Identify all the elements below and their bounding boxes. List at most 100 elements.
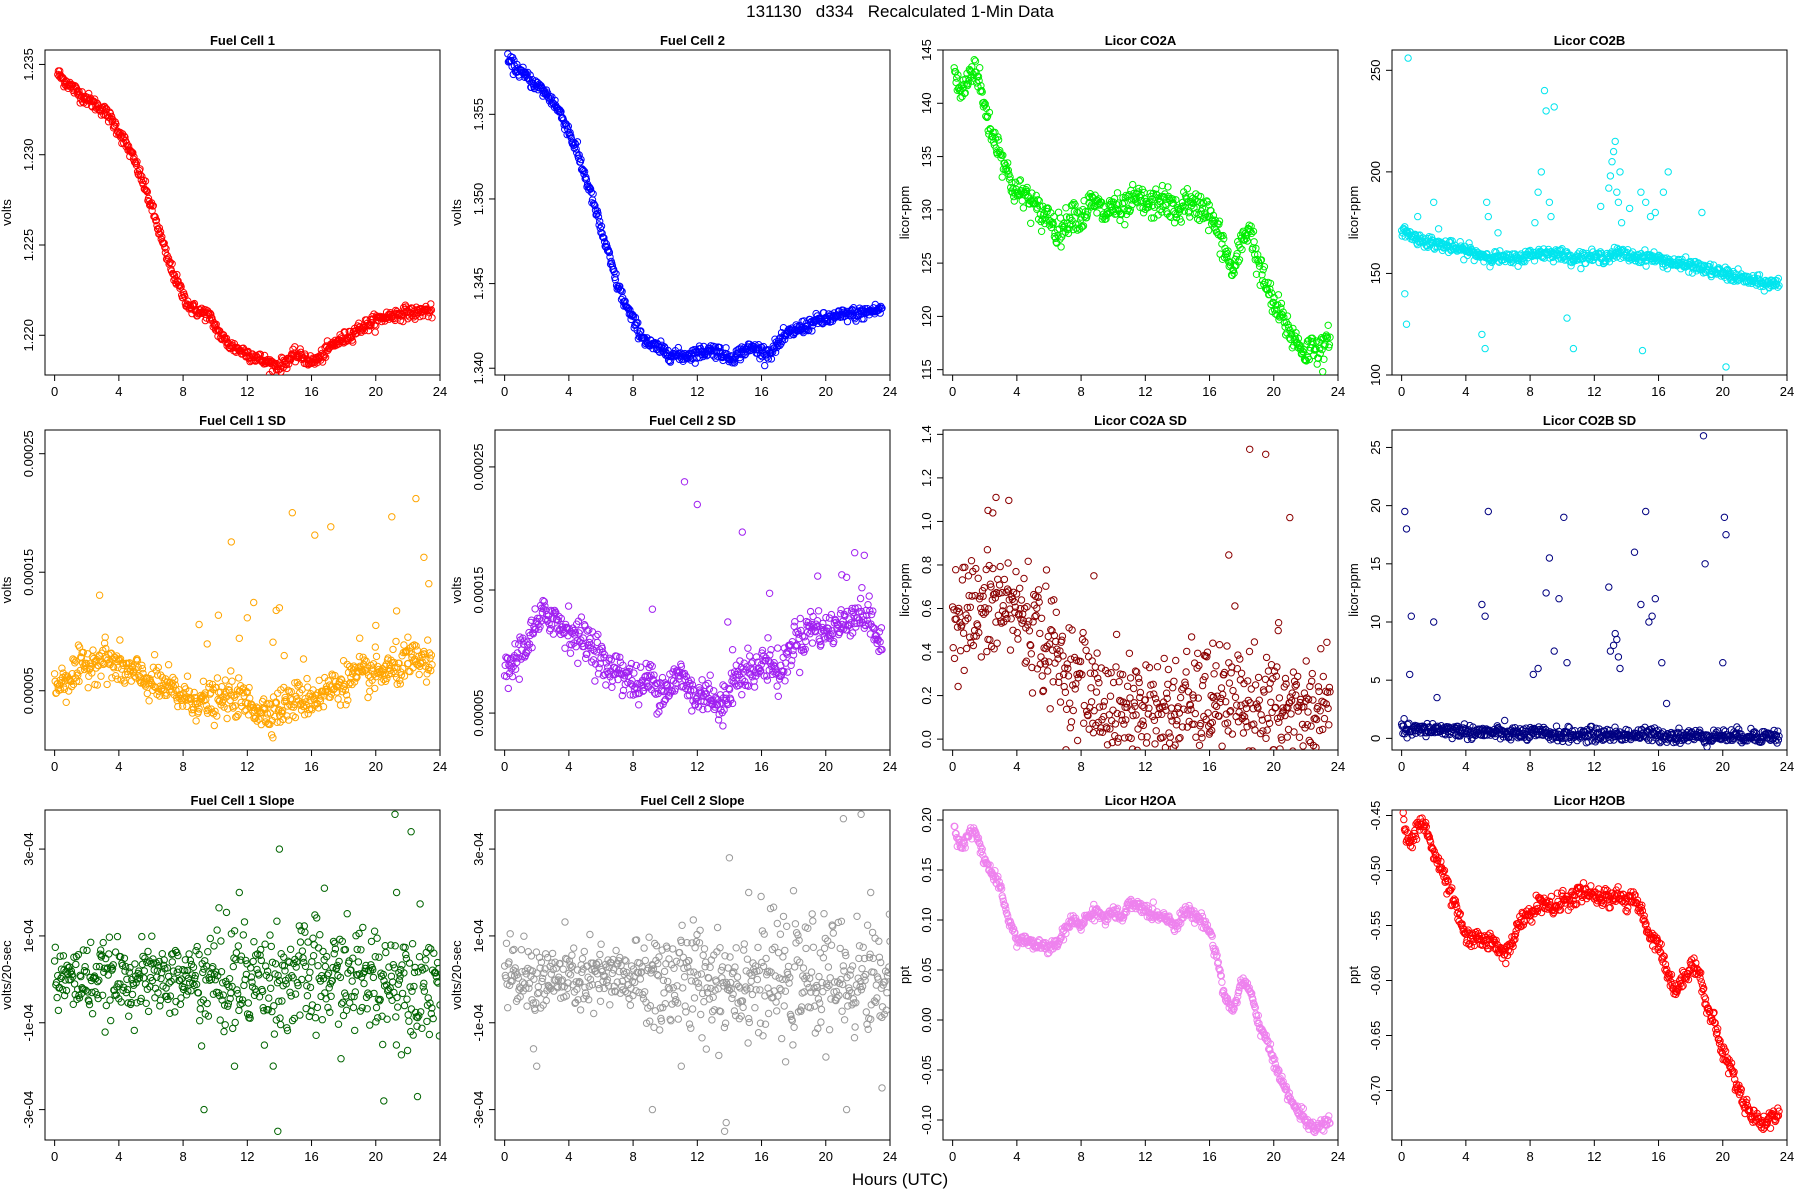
point <box>1207 207 1215 215</box>
point <box>1098 198 1106 207</box>
point <box>103 680 111 689</box>
point <box>1540 86 1549 95</box>
x-tick-label: 4 <box>115 759 122 774</box>
point <box>693 500 701 509</box>
point <box>128 148 136 157</box>
plot-frame <box>44 49 441 376</box>
point <box>194 707 203 716</box>
point <box>1266 679 1274 687</box>
point <box>1262 653 1271 662</box>
x-tick-label: 16 <box>1202 759 1216 774</box>
point <box>1155 197 1164 205</box>
point <box>952 566 960 574</box>
x-tick-label: 20 <box>1267 384 1281 399</box>
y-tick-label: 1.220 <box>21 319 36 352</box>
point <box>1605 184 1613 192</box>
point <box>987 642 996 651</box>
point <box>292 695 301 703</box>
point <box>1130 684 1138 693</box>
point <box>130 672 139 680</box>
point <box>1319 368 1327 375</box>
point <box>1115 678 1123 686</box>
point <box>743 681 751 689</box>
point <box>796 668 804 677</box>
point <box>1308 669 1317 678</box>
point <box>836 610 845 618</box>
point <box>1483 198 1491 207</box>
point <box>1070 199 1078 207</box>
point <box>515 640 523 648</box>
point <box>756 355 764 363</box>
point <box>243 614 252 622</box>
point <box>424 636 432 644</box>
point <box>324 677 332 685</box>
point <box>1289 668 1298 676</box>
point <box>1041 660 1050 668</box>
data-points <box>1397 432 1783 750</box>
point <box>1292 680 1301 689</box>
point <box>1262 450 1270 458</box>
point <box>362 657 370 665</box>
point <box>1078 223 1087 231</box>
point <box>235 634 244 642</box>
point <box>1098 728 1107 736</box>
x-tick-label: 20 <box>1267 759 1281 774</box>
point <box>1126 674 1135 682</box>
point <box>587 188 595 196</box>
point <box>608 683 616 691</box>
point <box>1107 669 1115 677</box>
point <box>625 304 633 313</box>
point <box>1223 250 1232 258</box>
point <box>104 656 112 664</box>
point <box>195 620 203 629</box>
point <box>371 684 379 693</box>
y-tick-label: 20 <box>1368 498 1383 512</box>
point <box>808 327 816 335</box>
point <box>305 705 314 714</box>
point <box>1227 669 1235 677</box>
point <box>529 630 537 638</box>
point <box>511 640 519 648</box>
point <box>869 607 877 615</box>
point <box>955 608 963 616</box>
point <box>1078 670 1086 679</box>
point <box>1249 227 1258 236</box>
point <box>150 651 159 659</box>
point <box>1246 445 1254 453</box>
point <box>771 348 780 356</box>
point <box>1288 344 1297 352</box>
point <box>218 683 226 691</box>
point <box>185 687 194 695</box>
point <box>1020 574 1028 583</box>
point <box>764 634 772 642</box>
point <box>1236 676 1245 684</box>
point <box>1115 199 1123 207</box>
point <box>834 620 842 629</box>
point <box>1270 667 1279 675</box>
point <box>1004 166 1012 174</box>
point <box>736 679 745 687</box>
point <box>1287 710 1295 718</box>
point <box>1133 746 1141 750</box>
point <box>1597 202 1605 211</box>
point <box>1173 716 1181 725</box>
point <box>1186 700 1194 709</box>
point <box>1126 694 1134 702</box>
point <box>1186 701 1195 709</box>
point <box>1025 627 1034 635</box>
x-tick-label: 4 <box>115 384 122 399</box>
point <box>1274 626 1282 635</box>
point <box>1547 212 1555 221</box>
point <box>1159 202 1167 211</box>
point <box>1322 700 1331 708</box>
point <box>1217 694 1225 702</box>
point <box>1262 734 1270 742</box>
point <box>192 717 200 725</box>
point <box>1202 715 1210 724</box>
point <box>1021 659 1029 667</box>
point <box>1175 735 1183 743</box>
y-tick-label: 0.00005 <box>471 690 486 737</box>
point <box>670 403 676 409</box>
point <box>805 623 814 631</box>
x-tick-label: 24 <box>433 759 447 774</box>
